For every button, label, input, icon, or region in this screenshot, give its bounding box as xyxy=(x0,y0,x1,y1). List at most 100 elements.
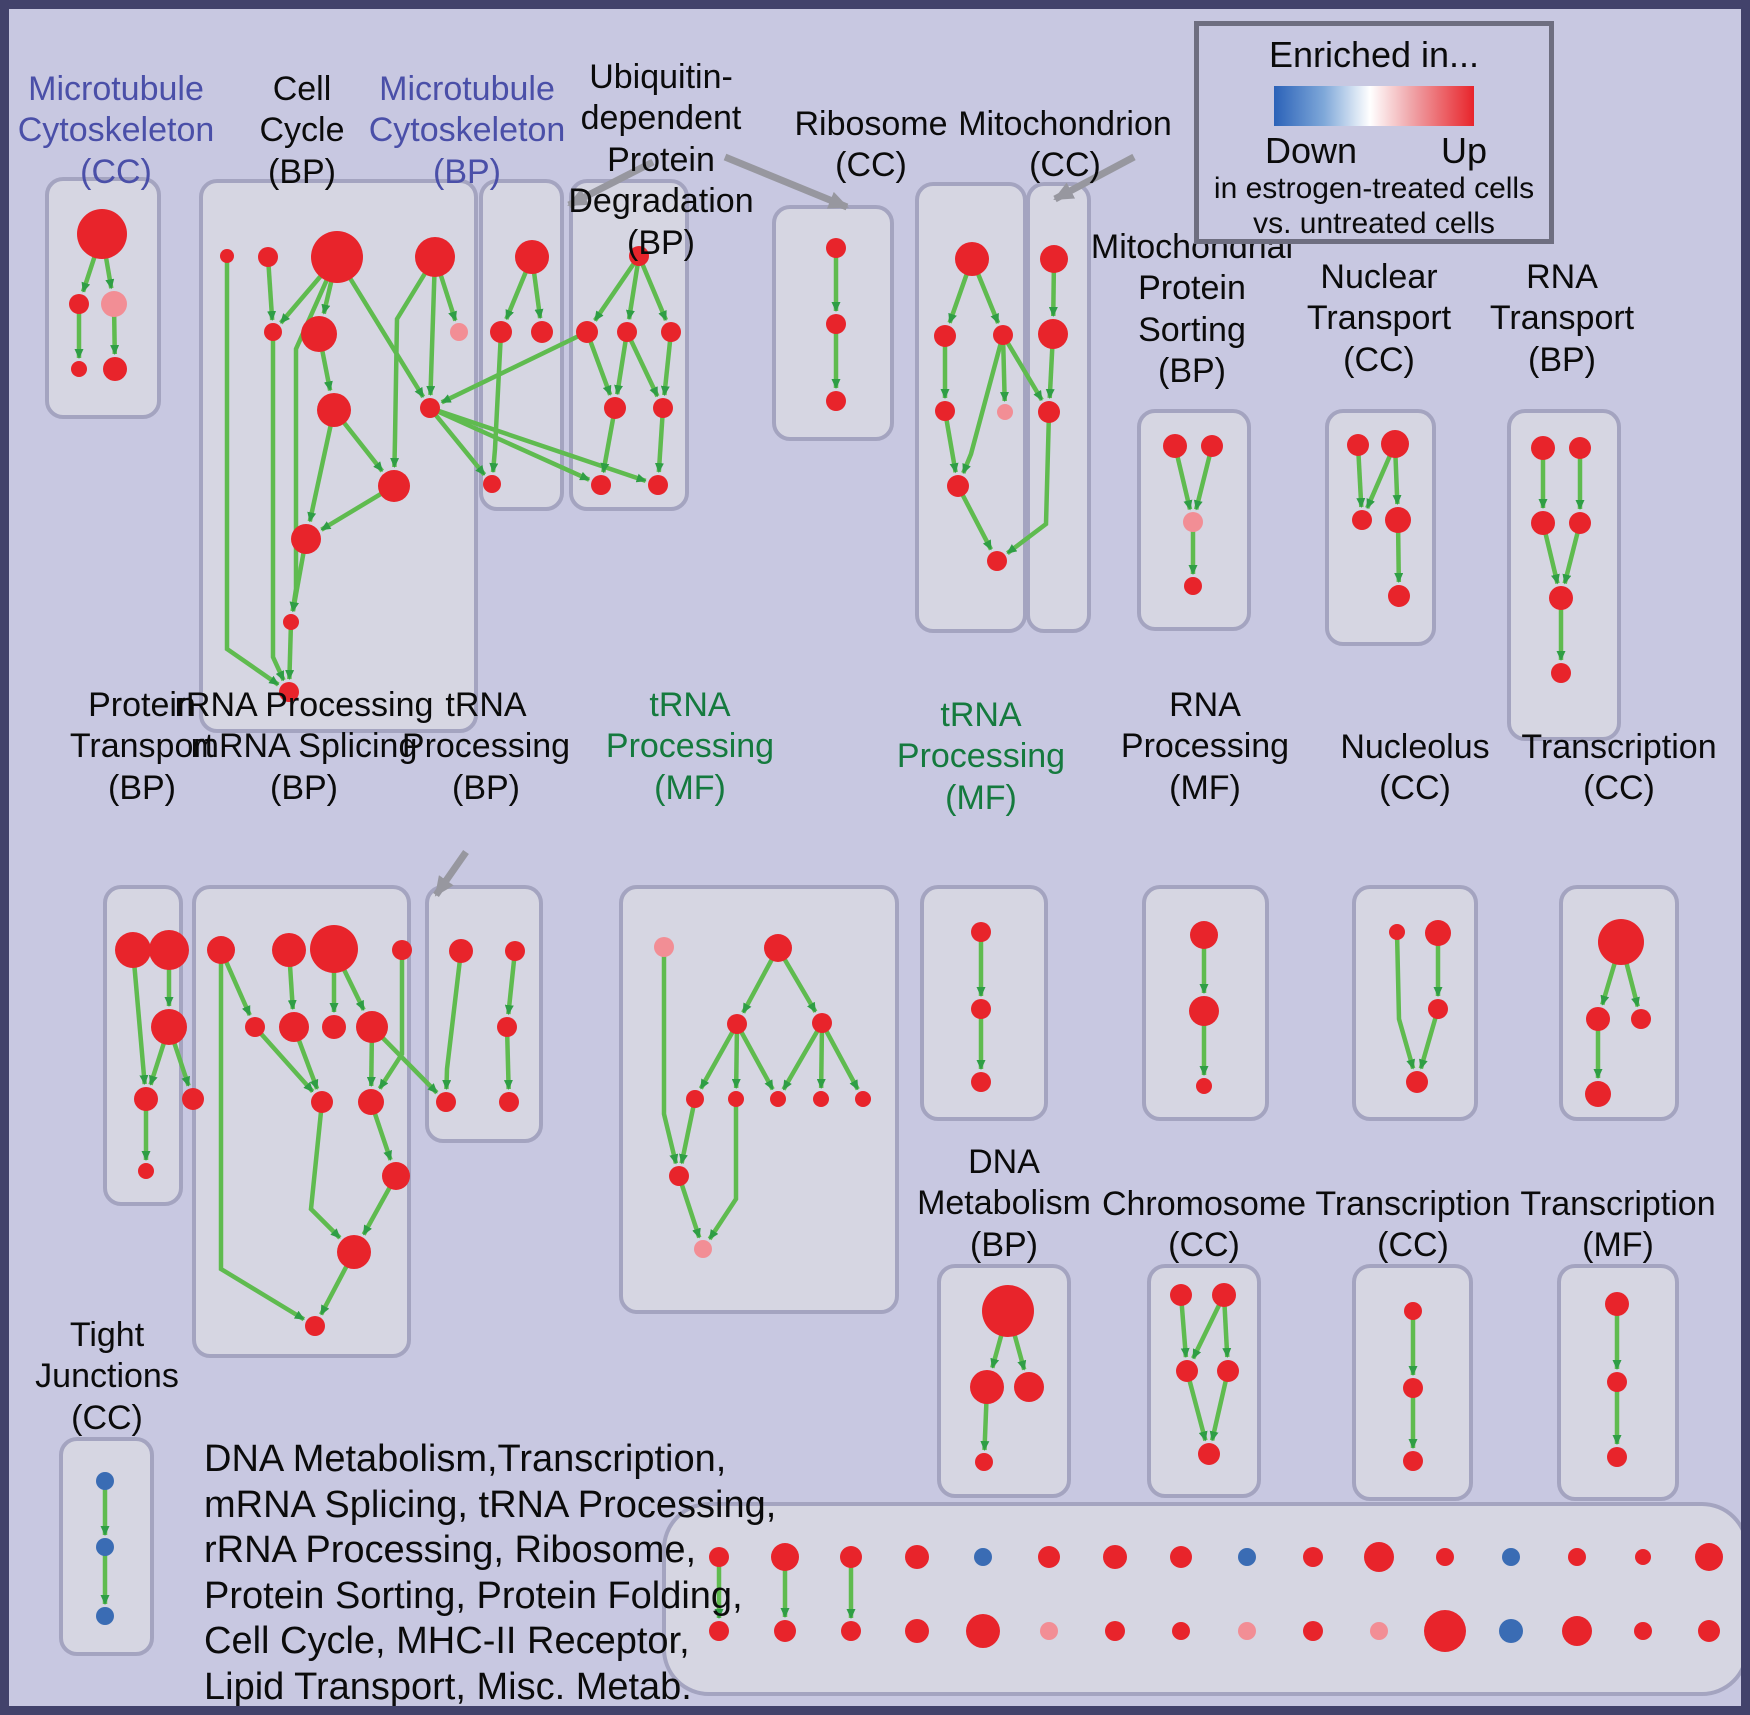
go-term-node[interactable] xyxy=(1038,401,1060,423)
go-term-node[interactable] xyxy=(1607,1372,1627,1392)
go-term-node[interactable] xyxy=(1428,999,1448,1019)
go-term-node[interactable] xyxy=(515,240,549,274)
go-term-node[interactable] xyxy=(1586,1007,1610,1031)
go-term-node[interactable] xyxy=(101,291,127,317)
go-term-node[interactable] xyxy=(207,936,235,964)
go-term-node[interactable] xyxy=(997,404,1013,420)
go-term-node[interactable] xyxy=(1014,1372,1044,1402)
go-term-node[interactable] xyxy=(1406,1071,1428,1093)
go-term-node[interactable] xyxy=(392,940,412,960)
go-term-node[interactable] xyxy=(934,325,956,347)
go-term-node[interactable] xyxy=(71,361,87,377)
go-term-node[interactable] xyxy=(987,551,1007,571)
go-term-node[interactable] xyxy=(982,1285,1034,1337)
go-term-node[interactable] xyxy=(1238,1548,1256,1566)
go-term-node[interactable] xyxy=(436,1092,456,1112)
go-term-node[interactable] xyxy=(1385,507,1411,533)
go-term-node[interactable] xyxy=(1172,1622,1190,1640)
go-term-node[interactable] xyxy=(576,321,598,343)
go-term-node[interactable] xyxy=(279,1012,309,1042)
go-term-node[interactable] xyxy=(1585,1081,1611,1107)
go-term-node[interactable] xyxy=(975,1453,993,1471)
go-term-node[interactable] xyxy=(382,1162,410,1190)
go-term-node[interactable] xyxy=(1605,1292,1629,1316)
go-term-node[interactable] xyxy=(1436,1548,1454,1566)
go-term-node[interactable] xyxy=(301,316,337,352)
go-term-node[interactable] xyxy=(305,1316,325,1336)
go-term-node[interactable] xyxy=(841,1621,861,1641)
go-term-node[interactable] xyxy=(1569,437,1591,459)
go-term-node[interactable] xyxy=(774,1620,796,1642)
go-term-node[interactable] xyxy=(499,1092,519,1112)
go-term-node[interactable] xyxy=(1238,1622,1256,1640)
go-term-node[interactable] xyxy=(1183,512,1203,532)
go-term-node[interactable] xyxy=(955,242,989,276)
go-term-node[interactable] xyxy=(415,237,455,277)
go-term-node[interactable] xyxy=(272,933,306,967)
go-term-node[interactable] xyxy=(1635,1549,1651,1565)
go-term-node[interactable] xyxy=(103,357,127,381)
go-term-node[interactable] xyxy=(1347,434,1369,456)
go-term-node[interactable] xyxy=(813,1091,829,1107)
go-term-node[interactable] xyxy=(1103,1545,1127,1569)
go-term-node[interactable] xyxy=(311,231,363,283)
go-term-node[interactable] xyxy=(1352,510,1372,530)
go-term-node[interactable] xyxy=(629,246,649,266)
go-term-node[interactable] xyxy=(1303,1547,1323,1567)
go-term-node[interactable] xyxy=(855,1091,871,1107)
go-term-node[interactable] xyxy=(1163,434,1187,458)
go-term-node[interactable] xyxy=(1562,1616,1592,1646)
go-term-node[interactable] xyxy=(1607,1447,1627,1467)
go-term-node[interactable] xyxy=(497,1017,517,1037)
go-term-node[interactable] xyxy=(1217,1360,1239,1382)
go-term-node[interactable] xyxy=(1370,1622,1388,1640)
go-term-node[interactable] xyxy=(1569,512,1591,534)
go-term-node[interactable] xyxy=(1198,1443,1220,1465)
go-term-node[interactable] xyxy=(283,614,299,630)
go-term-node[interactable] xyxy=(77,209,127,259)
go-term-node[interactable] xyxy=(1502,1548,1520,1566)
go-term-node[interactable] xyxy=(1040,1622,1058,1640)
go-term-node[interactable] xyxy=(1531,436,1555,460)
go-term-node[interactable] xyxy=(490,321,512,343)
go-term-node[interactable] xyxy=(182,1088,204,1110)
go-term-node[interactable] xyxy=(96,1538,114,1556)
go-term-node[interactable] xyxy=(220,249,234,263)
go-term-node[interactable] xyxy=(771,1543,799,1571)
go-term-node[interactable] xyxy=(1499,1619,1523,1643)
go-term-node[interactable] xyxy=(1212,1283,1236,1307)
go-term-node[interactable] xyxy=(661,322,681,342)
go-term-node[interactable] xyxy=(764,934,792,962)
go-term-node[interactable] xyxy=(1105,1621,1125,1641)
go-term-node[interactable] xyxy=(686,1090,704,1108)
go-term-node[interactable] xyxy=(826,238,846,258)
go-term-node[interactable] xyxy=(449,939,473,963)
go-term-node[interactable] xyxy=(1403,1451,1423,1471)
go-term-node[interactable] xyxy=(654,937,674,957)
go-term-node[interactable] xyxy=(905,1545,929,1569)
go-term-node[interactable] xyxy=(264,323,282,341)
go-term-node[interactable] xyxy=(115,932,151,968)
go-term-node[interactable] xyxy=(905,1619,929,1643)
go-term-node[interactable] xyxy=(970,1370,1004,1404)
go-term-node[interactable] xyxy=(1631,1009,1651,1029)
go-term-node[interactable] xyxy=(258,247,278,267)
go-term-node[interactable] xyxy=(966,1614,1000,1648)
go-term-node[interactable] xyxy=(648,475,668,495)
go-term-node[interactable] xyxy=(138,1163,154,1179)
go-term-node[interactable] xyxy=(1425,920,1451,946)
go-term-node[interactable] xyxy=(694,1240,712,1258)
go-term-node[interactable] xyxy=(1038,1546,1060,1568)
go-term-node[interactable] xyxy=(728,1091,744,1107)
go-term-node[interactable] xyxy=(826,391,846,411)
go-term-node[interactable] xyxy=(727,1014,747,1034)
go-term-node[interactable] xyxy=(1176,1360,1198,1382)
go-term-node[interactable] xyxy=(1551,663,1571,683)
go-term-node[interactable] xyxy=(322,1015,346,1039)
go-term-node[interactable] xyxy=(617,322,637,342)
go-term-node[interactable] xyxy=(1404,1302,1422,1320)
go-term-node[interactable] xyxy=(1403,1378,1423,1398)
go-term-node[interactable] xyxy=(709,1621,729,1641)
go-term-node[interactable] xyxy=(1184,577,1202,595)
go-term-node[interactable] xyxy=(1201,435,1223,457)
